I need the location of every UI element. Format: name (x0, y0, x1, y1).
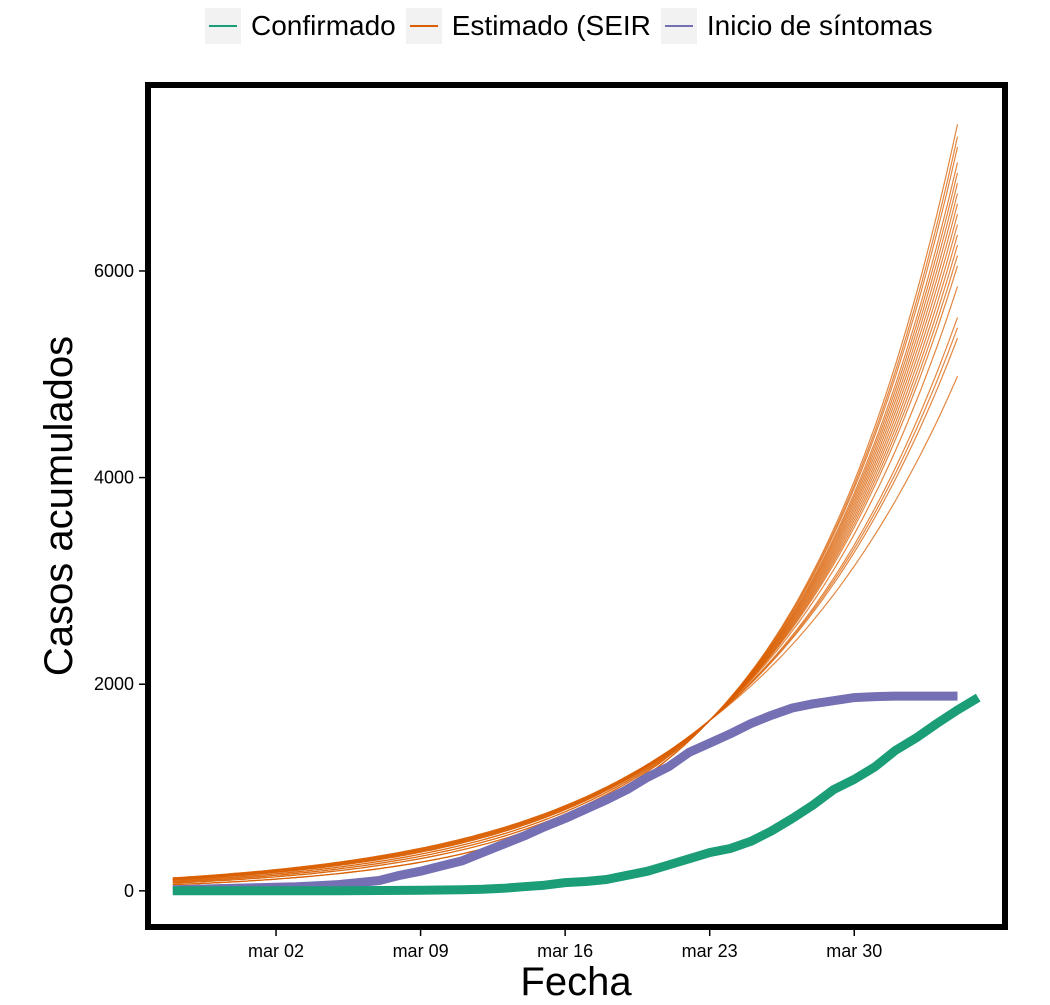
estimated-series-line-14 (172, 182, 959, 881)
estimated-series-line-13 (172, 193, 959, 882)
y-tick-label: 2000 (94, 674, 134, 694)
estimated-series-group (172, 124, 959, 886)
estimated-series-line-19 (172, 124, 959, 886)
estimated-series-line-3 (172, 327, 959, 883)
estimated-series-line-17 (172, 146, 959, 879)
legend-item-inicio-sintomas: Inicio de síntomas (660, 8, 933, 44)
legend-key-inicio-sintomas (660, 8, 697, 44)
observed-series-group (172, 691, 981, 896)
legend-label-confirmado: Confirmado (251, 10, 396, 41)
estimated-series-line-16 (172, 162, 959, 880)
legend-item-estimado: Estimado (SEIR (405, 8, 651, 44)
x-tick-label: mar 30 (826, 941, 882, 961)
y-tick-label: 0 (124, 881, 134, 901)
x-axis: mar 02 mar 09 mar 16 mar 23 mar 30 (248, 930, 882, 961)
estimated-series-line-4 (172, 317, 959, 882)
x-tick-label: mar 02 (248, 941, 304, 961)
y-tick-label: 6000 (94, 261, 134, 281)
legend: Confirmado Estimado (SEIR Inicio de sínt… (205, 8, 943, 44)
x-axis-title: Fecha (520, 960, 632, 1004)
x-tick-label: mar 09 (393, 941, 449, 961)
legend-item-confirmado: Confirmado (205, 8, 396, 44)
x-tick-label: mar 16 (537, 941, 593, 961)
series-line-confirmado (172, 693, 981, 896)
estimated-series-line-2 (172, 337, 959, 884)
series-line-inicio-de-s-ntomas (172, 691, 958, 895)
legend-key-estimado (405, 8, 442, 44)
plot-panel-border (145, 82, 1008, 930)
legend-label-inicio-sintomas: Inicio de síntomas (706, 10, 933, 41)
legend-label-estimado: Estimado (SEIR (451, 10, 651, 41)
y-axis-title: Casos acumulados (37, 336, 81, 676)
estimated-series-line-9 (172, 234, 959, 879)
y-tick-label: 4000 (94, 468, 134, 488)
estimated-series-line-18 (172, 136, 959, 879)
estimated-series-line-15 (172, 172, 959, 881)
y-axis: 0 2000 4000 6000 (94, 261, 145, 901)
x-tick-label: mar 23 (682, 941, 738, 961)
legend-key-confirmado (205, 8, 241, 44)
